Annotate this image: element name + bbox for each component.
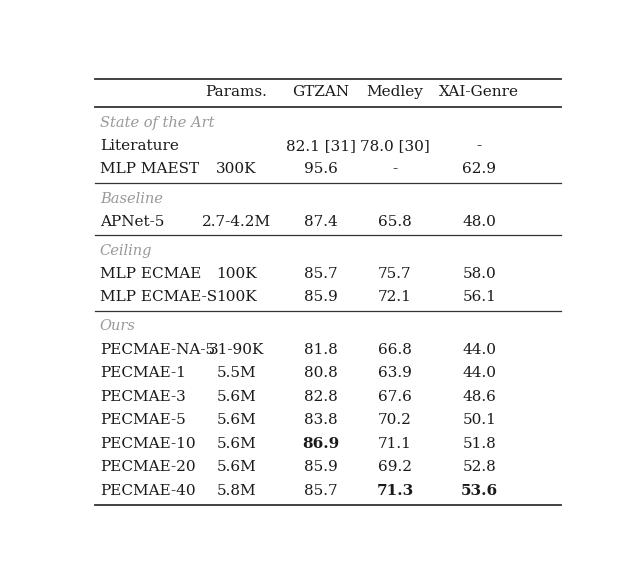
Text: -: - — [392, 163, 397, 176]
Text: 100K: 100K — [216, 267, 257, 281]
Text: 85.9: 85.9 — [304, 290, 337, 305]
Text: PECMAE-20: PECMAE-20 — [100, 460, 195, 474]
Text: 100K: 100K — [216, 290, 257, 305]
Text: PECMAE-1: PECMAE-1 — [100, 366, 186, 380]
Text: Params.: Params. — [205, 85, 267, 99]
Text: PECMAE-5: PECMAE-5 — [100, 413, 186, 427]
Text: 86.9: 86.9 — [302, 437, 339, 450]
Text: Ceiling: Ceiling — [100, 244, 152, 258]
Text: 69.2: 69.2 — [378, 460, 412, 474]
Text: 71.3: 71.3 — [376, 484, 413, 498]
Text: 44.0: 44.0 — [462, 366, 496, 380]
Text: 83.8: 83.8 — [304, 413, 337, 427]
Text: 78.0 [30]: 78.0 [30] — [360, 139, 430, 153]
Text: 53.6: 53.6 — [461, 484, 498, 498]
Text: PECMAE-40: PECMAE-40 — [100, 484, 195, 498]
Text: 44.0: 44.0 — [462, 342, 496, 357]
Text: 31-90K: 31-90K — [209, 342, 264, 357]
Text: 300K: 300K — [216, 163, 257, 176]
Text: 58.0: 58.0 — [463, 267, 496, 281]
Text: Ours: Ours — [100, 319, 136, 333]
Text: -: - — [477, 139, 482, 153]
Text: 5.8M: 5.8M — [216, 484, 256, 498]
Text: 85.7: 85.7 — [304, 267, 337, 281]
Text: 5.6M: 5.6M — [216, 460, 256, 474]
Text: 82.8: 82.8 — [304, 389, 337, 403]
Text: 5.6M: 5.6M — [216, 389, 256, 403]
Text: 82.1 [31]: 82.1 [31] — [285, 139, 355, 153]
Text: 48.6: 48.6 — [462, 389, 496, 403]
Text: 85.7: 85.7 — [304, 484, 337, 498]
Text: 71.1: 71.1 — [378, 437, 412, 450]
Text: 5.6M: 5.6M — [216, 437, 256, 450]
Text: 56.1: 56.1 — [462, 290, 496, 305]
Text: MLP ECMAE: MLP ECMAE — [100, 267, 201, 281]
Text: PECMAE-3: PECMAE-3 — [100, 389, 186, 403]
Text: Baseline: Baseline — [100, 192, 163, 206]
Text: Medley: Medley — [367, 85, 424, 99]
Text: 70.2: 70.2 — [378, 413, 412, 427]
Text: 2.7-4.2M: 2.7-4.2M — [202, 215, 271, 229]
Text: 66.8: 66.8 — [378, 342, 412, 357]
Text: 72.1: 72.1 — [378, 290, 412, 305]
Text: 62.9: 62.9 — [462, 163, 496, 176]
Text: 87.4: 87.4 — [304, 215, 337, 229]
Text: 85.9: 85.9 — [304, 460, 337, 474]
Text: 67.6: 67.6 — [378, 389, 412, 403]
Text: 50.1: 50.1 — [462, 413, 496, 427]
Text: MLP ECMAE-S: MLP ECMAE-S — [100, 290, 217, 305]
Text: 51.8: 51.8 — [463, 437, 496, 450]
Text: 63.9: 63.9 — [378, 366, 412, 380]
Text: 81.8: 81.8 — [304, 342, 337, 357]
Text: 52.8: 52.8 — [463, 460, 496, 474]
Text: APNet-5: APNet-5 — [100, 215, 164, 229]
Text: State of the Art: State of the Art — [100, 116, 214, 130]
Text: GTZAN: GTZAN — [292, 85, 349, 99]
Text: XAI-Genre: XAI-Genre — [439, 85, 519, 99]
Text: 5.5M: 5.5M — [216, 366, 256, 380]
Text: 5.6M: 5.6M — [216, 413, 256, 427]
Text: 75.7: 75.7 — [378, 267, 412, 281]
Text: 48.0: 48.0 — [462, 215, 496, 229]
Text: Literature: Literature — [100, 139, 179, 153]
Text: 95.6: 95.6 — [303, 163, 337, 176]
Text: 80.8: 80.8 — [304, 366, 337, 380]
Text: PECMAE-10: PECMAE-10 — [100, 437, 195, 450]
Text: MLP MAEST: MLP MAEST — [100, 163, 199, 176]
Text: 65.8: 65.8 — [378, 215, 412, 229]
Text: PECMAE-NA-5: PECMAE-NA-5 — [100, 342, 215, 357]
